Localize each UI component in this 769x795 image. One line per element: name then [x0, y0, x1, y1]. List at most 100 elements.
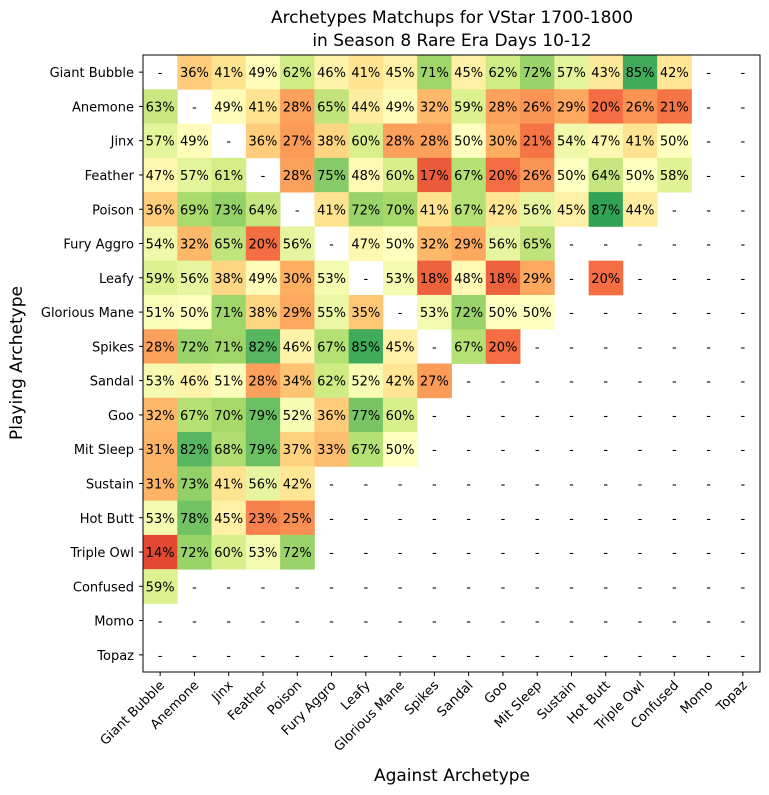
heatmap-cell [245, 500, 281, 536]
cell-label: - [501, 477, 506, 492]
y-tick-label: Triple Owl [70, 546, 134, 561]
heatmap-cell [211, 294, 247, 330]
heatmap-cell [417, 55, 452, 90]
cell-label: 59% [146, 272, 175, 287]
heatmap-cell [314, 329, 350, 364]
cell-label: - [706, 443, 711, 458]
cell-label: 63% [146, 100, 175, 115]
cell-label: - [192, 100, 197, 115]
cell-label: 64% [249, 203, 278, 218]
heatmap-cell [520, 123, 555, 159]
cell-label: 34% [283, 375, 312, 390]
cell-label: 21% [660, 100, 689, 115]
cell-label: 45% [454, 66, 483, 81]
cell-label: - [569, 649, 574, 664]
heatmap-cell [211, 329, 247, 364]
heatmap-cell [451, 226, 487, 262]
cell-label: - [706, 615, 711, 630]
cell-label: 62% [488, 66, 517, 81]
cell-label: - [226, 135, 231, 150]
cell-label: 60% [386, 409, 415, 424]
cell-label: - [603, 443, 608, 458]
cell-label: 69% [180, 203, 209, 218]
heatmap-cell [143, 329, 178, 364]
heatmap-cell [417, 123, 452, 159]
cell-label: - [329, 477, 334, 492]
heatmap-cell [314, 363, 350, 399]
heatmap-cell [382, 260, 418, 296]
y-tick-label: Leafy [99, 272, 134, 287]
cell-label: 67% [351, 443, 380, 458]
cell-label: 25% [283, 512, 312, 527]
heatmap-cell [348, 55, 384, 90]
cell-label: 62% [317, 375, 346, 390]
cell-label: 14% [146, 546, 175, 561]
cell-label: - [741, 580, 746, 595]
heatmap-cell [622, 192, 658, 227]
cell-label: 45% [386, 340, 415, 355]
heatmap-cell [280, 260, 315, 296]
cell-label: 38% [317, 135, 346, 150]
cell-label: 28% [249, 375, 278, 390]
heatmap-cell [314, 294, 350, 330]
cell-label: - [741, 512, 746, 527]
heatmap-cell [622, 89, 658, 124]
x-tick-label: Momo [678, 678, 717, 717]
cell-label: 87% [591, 203, 620, 218]
cell-label: 44% [626, 203, 655, 218]
cell-label: - [329, 238, 334, 253]
cell-label: - [535, 443, 540, 458]
cell-label: 30% [283, 272, 312, 287]
cell-label: 32% [420, 238, 449, 253]
cell-label: 26% [626, 100, 655, 115]
heatmap-cell [622, 55, 658, 90]
cell-label: 29% [523, 272, 552, 287]
cell-label: - [158, 649, 163, 664]
cell-label: 70% [214, 409, 243, 424]
heatmap-cell [143, 569, 178, 604]
heatmap-cell [417, 157, 452, 193]
heatmap-cell [520, 157, 555, 193]
cell-label: - [569, 340, 574, 355]
heatmap-cell [143, 397, 178, 433]
cell-label: - [706, 649, 711, 664]
cell-label: 56% [249, 477, 278, 492]
cell-label: - [638, 477, 643, 492]
cell-label: 35% [351, 306, 380, 321]
cell-label: 46% [180, 375, 209, 390]
cell-label: 50% [386, 238, 415, 253]
cell-label: - [363, 272, 368, 287]
cell-label: 42% [488, 203, 517, 218]
cell-label: - [158, 66, 163, 81]
cell-label: 56% [180, 272, 209, 287]
cell-label: 51% [146, 306, 175, 321]
cell-label: - [672, 203, 677, 218]
cell-label: - [741, 340, 746, 355]
cell-label: - [741, 375, 746, 390]
cell-label: - [398, 580, 403, 595]
heatmap-cell [554, 55, 590, 90]
heatmap-cell [657, 55, 692, 90]
heatmap-cell [451, 260, 487, 296]
heatmap-cell [588, 157, 624, 193]
cell-label: 64% [591, 169, 620, 184]
heatmap-cell [520, 89, 555, 124]
cell-label: 55% [317, 306, 346, 321]
cell-label: 65% [523, 238, 552, 253]
cell-label: 53% [420, 306, 449, 321]
cell-label: - [432, 649, 437, 664]
heatmap-cell [177, 157, 212, 193]
cell-label: - [706, 135, 711, 150]
cell-label: 49% [386, 100, 415, 115]
cell-label: - [706, 340, 711, 355]
cell-label: - [569, 375, 574, 390]
cell-label: 26% [523, 169, 552, 184]
heatmap-cell [280, 89, 315, 124]
cell-label: - [501, 580, 506, 595]
heatmap-cell [382, 432, 418, 467]
cell-label: - [638, 443, 643, 458]
cell-label: 20% [591, 100, 620, 115]
cell-label: 49% [249, 272, 278, 287]
heatmap-cell [177, 226, 212, 262]
